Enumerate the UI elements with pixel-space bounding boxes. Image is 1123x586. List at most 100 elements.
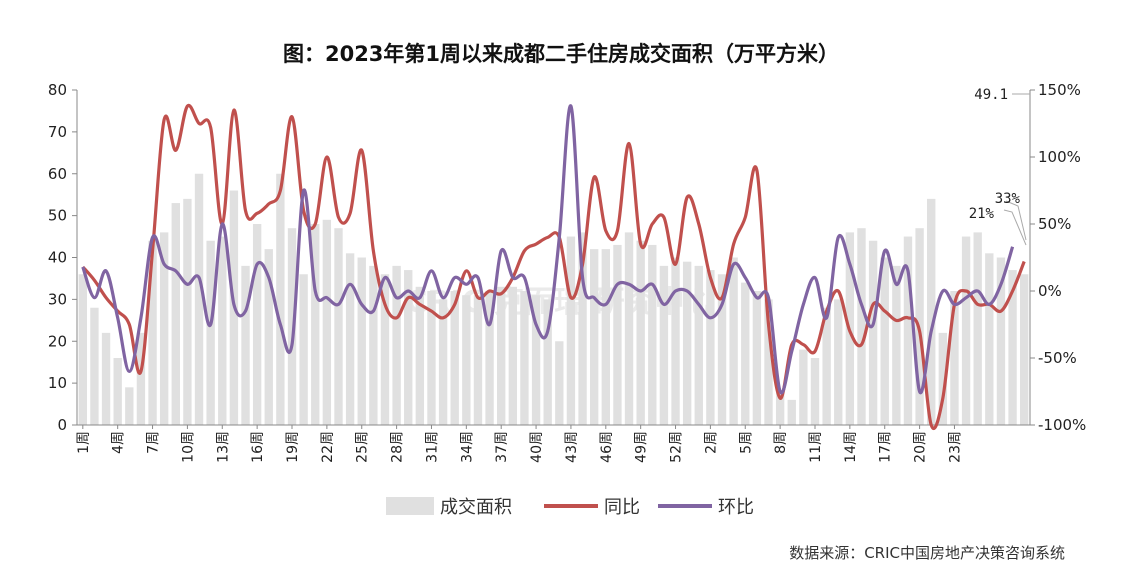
bar [462,295,471,425]
bar [322,219,332,425]
bar [671,257,680,425]
bar [345,253,355,425]
bar [404,270,413,425]
bar [799,349,808,425]
bar [741,282,750,425]
bar [938,332,948,425]
bar [764,299,773,425]
x-tick-label: 52周 [669,431,685,463]
left-tick-label: 40 [48,249,67,267]
x-tick-label: 4周 [111,431,127,454]
bar [183,198,192,425]
yoy-last-leader [1003,209,1027,246]
bar [264,249,273,425]
left-tick-label: 70 [48,123,67,141]
right-tick-label: 150% [1038,81,1081,99]
x-tick-label: 31周 [424,431,440,463]
bar [787,399,796,425]
bar [334,228,343,425]
left-tick-label: 0 [57,416,67,434]
yoy-last-label: 21% [969,206,995,222]
right-tick-label: -50% [1038,349,1077,367]
bar [148,240,157,425]
x-tick-label: 37周 [494,431,510,463]
bar [985,253,994,425]
bar [706,270,715,425]
x-tick-label: 34周 [459,431,475,463]
bar [125,387,134,425]
bar [113,358,122,425]
x-tick-label: 49周 [634,431,650,463]
bar [543,299,552,425]
right-tick-label: -100% [1038,416,1086,434]
chart-title: 图：2023年第1周以来成都二手住房成交面积（万平方米） [283,42,839,66]
bar [101,332,111,425]
bar [752,291,762,425]
bar [822,307,831,425]
left-tick-label: 20 [48,332,67,350]
right-tick-label: 100% [1038,148,1081,166]
bar [252,224,262,425]
bar [531,295,541,425]
bar [206,240,215,425]
bar [892,265,901,425]
source-note: 数据来源：CRIC中国房地产决策咨询系统 [789,544,1065,562]
x-tick-label: 13周 [215,431,231,463]
bar [996,257,1006,425]
x-tick-label: 22周 [320,431,336,463]
bar [636,240,645,425]
bar [555,341,564,425]
bar [171,203,180,425]
bar [287,228,297,425]
x-tick-label: 14周 [843,431,859,463]
bar [136,332,146,425]
left-tick-label: 60 [48,165,67,183]
bar [834,299,843,425]
bar [880,257,889,425]
legend-label-area: 成交面积 [440,497,512,518]
bar [624,232,634,425]
bar [659,265,669,425]
bar [729,257,738,425]
bar [427,291,436,425]
x-tick-label: 20周 [913,431,929,463]
x-tick-label: 8周 [773,431,789,454]
right-tick-label: 50% [1038,215,1071,233]
max-area-label: 49.1 [974,87,1008,103]
yoy-line [81,103,1026,430]
left-tick-label: 80 [48,81,67,99]
x-tick-label: 7周 [146,431,162,454]
bar [961,236,971,425]
left-tick-label: 50 [48,207,67,225]
x-tick-label: 1周 [76,431,92,454]
bar [508,286,518,425]
bar [438,299,448,425]
bar [566,236,576,425]
x-tick-label: 25周 [355,431,371,463]
bar [450,291,459,425]
bar [682,261,692,425]
x-tick-label: 5周 [738,431,754,454]
bar [868,240,878,425]
left-tick-label: 10 [48,374,67,392]
bar [973,232,982,425]
bar [1008,270,1017,425]
bar [311,224,320,425]
bar [810,358,820,425]
bar [497,286,506,425]
mom-last-leader [1005,200,1027,241]
bar [601,249,610,425]
bar [694,265,703,425]
bar [90,307,99,425]
left-tick-label: 30 [48,290,67,308]
legend-swatch-area [386,497,434,515]
bar [380,274,390,425]
legend-label-yoy: 同比 [604,497,640,518]
bar [903,236,913,425]
bar [717,274,727,425]
bar [857,228,866,425]
bar [299,274,308,425]
x-tick-label: 11周 [808,431,824,463]
